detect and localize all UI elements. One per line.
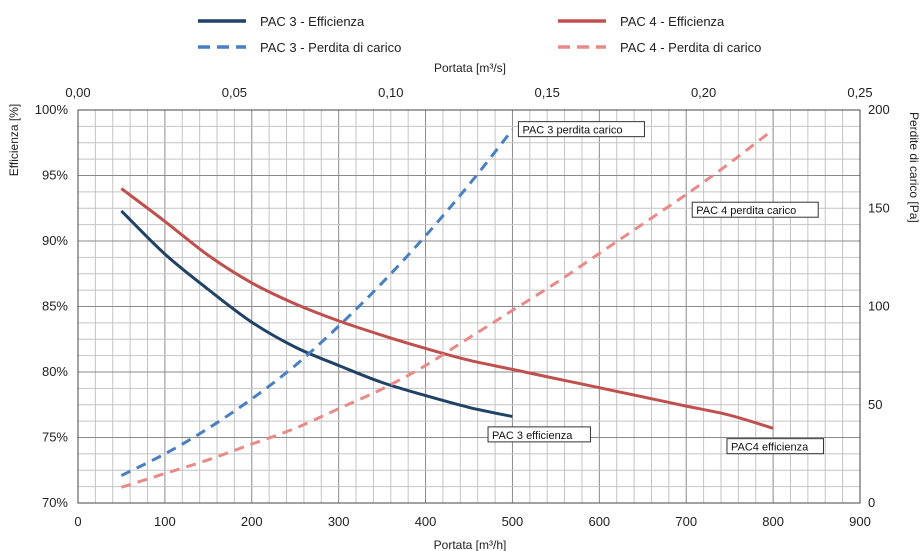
x-bottom-tick-label: 800 [762,514,784,529]
plot-frame [77,109,861,504]
x-top-tick-label: 0,20 [691,85,716,100]
y-left-tick-label: 70% [42,495,68,510]
annotation-label: PAC 3 efficienza [487,426,591,443]
x-bottom-tick-label: 500 [502,514,524,529]
y-right-tick-label: 200 [868,102,890,117]
annotation-label: PAC 4 perdita carico [691,201,819,218]
series-line-4 [120,128,775,489]
x-bottom-tick-label: 100 [154,514,176,529]
y-left-label: Efficienza [%] [7,104,21,176]
annotation-box [517,121,645,138]
y-right-tick-label: 0 [868,495,875,510]
annotation-label: PAC4 efficienza [726,438,824,455]
annotation-box [726,438,824,455]
x-bottom-tick-label: 0 [74,514,81,529]
annotation-label: PAC 3 perdita carico [517,121,645,138]
annotation-box [487,426,591,443]
y-right-tick-label: 50 [868,397,882,412]
x-bottom-tick-label: 600 [588,514,610,529]
x-top-tick-label: 0,00 [65,85,90,100]
x-bottom-tick-label: 400 [415,514,437,529]
annotation-text: PAC 3 perdita carico [522,125,622,137]
x-bottom-tick-label: 200 [241,514,263,529]
x-top-tick-label: 0,05 [222,85,247,100]
series-line-1 [120,209,513,418]
annotation-text: PAC4 efficienza [731,442,809,454]
legend-label: PAC 3 - Perdita di carico [260,40,401,55]
annotation-text: PAC 3 efficienza [492,430,573,442]
series-line-3 [120,187,774,430]
y-right-tick-label: 150 [868,200,890,215]
y-right-label: Perdite di carico [Pa] [907,112,921,223]
x-top-tick-label: 0,25 [847,85,872,100]
annotation-box [691,201,819,218]
y-left-tick-label: 100% [35,102,69,117]
y-left-tick-label: 95% [42,168,68,183]
legend: PAC 3 - Efficienza PAC 3 - Perdita di car… [198,14,761,55]
legend-label: PAC 3 - Efficienza [260,14,365,29]
y-left-tick-label: 85% [42,299,68,314]
y-left-tick-label: 80% [42,364,68,379]
y-left-tick-label: 75% [42,430,68,445]
x-bottom-tick-label: 700 [675,514,697,529]
legend-label: PAC 4 - Efficienza [620,14,725,29]
annotation-text: PAC 4 perdita carico [696,205,796,217]
x-bottom-tick-label: 300 [328,514,350,529]
x-bottom-tick-label: 900 [849,514,871,529]
x-bottom-label: Portata [m³/h] [434,538,507,551]
y-right-tick-label: 100 [868,299,890,314]
x-top-tick-label: 0,15 [535,85,560,100]
x-top-label: Portata [m³/s] [434,61,506,75]
legend-label: PAC 4 - Perdita di carico [620,40,761,55]
series-layer [120,128,775,489]
series-line-2 [120,128,514,477]
y-left-tick-label: 90% [42,233,68,248]
x-top-tick-label: 0,10 [378,85,403,100]
annotations: PAC 3 perdita carico PAC 4 perdita carico… [487,121,824,455]
